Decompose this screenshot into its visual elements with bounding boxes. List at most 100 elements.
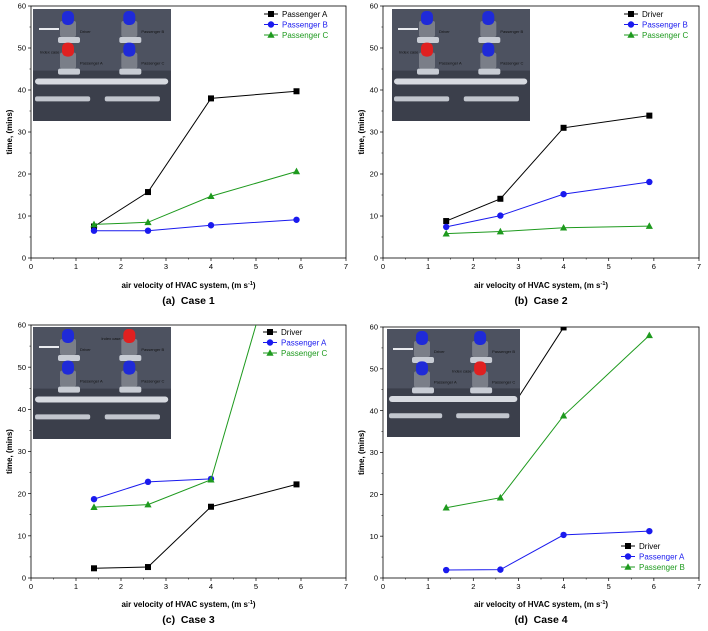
data-point bbox=[496, 493, 504, 501]
x-tick-label: 2 bbox=[119, 582, 123, 591]
x-tick-label: 4 bbox=[561, 262, 565, 271]
series-line bbox=[446, 115, 650, 222]
legend-marker bbox=[624, 553, 632, 560]
series-line bbox=[93, 483, 297, 569]
data-point bbox=[90, 220, 98, 228]
data-point bbox=[443, 223, 450, 231]
seat-pc-icon bbox=[119, 360, 142, 393]
inset-label-pc: Passenger C bbox=[500, 61, 523, 66]
data-point bbox=[293, 88, 300, 95]
x-tick-label: 7 bbox=[697, 582, 701, 591]
data-point bbox=[90, 495, 98, 503]
series-driver bbox=[443, 112, 653, 225]
data-point bbox=[208, 503, 214, 510]
series-passenger-c bbox=[90, 167, 301, 228]
legend-entry: Driver bbox=[642, 10, 664, 19]
legend-entry: Driver bbox=[639, 542, 661, 551]
x-tick-label: 2 bbox=[119, 262, 123, 271]
legend-marker bbox=[627, 31, 635, 38]
legend-marker bbox=[266, 339, 274, 346]
seat-driver-icon bbox=[417, 11, 439, 43]
x-tick-label: 0 bbox=[29, 582, 33, 591]
x-axis-label-close: ) bbox=[253, 600, 256, 609]
inset-index-case-label: Index case bbox=[399, 50, 419, 55]
series-line bbox=[446, 530, 650, 571]
data-point bbox=[559, 411, 568, 419]
y-tick-label: 0 bbox=[22, 574, 26, 583]
data-point bbox=[645, 222, 653, 229]
x-axis-label-close: ) bbox=[253, 281, 256, 290]
data-point bbox=[646, 178, 653, 186]
data-point bbox=[646, 527, 653, 535]
data-point bbox=[443, 218, 450, 225]
x-axis-label-close: ) bbox=[605, 600, 608, 609]
legend-marker bbox=[627, 21, 635, 28]
y-tick-label: 20 bbox=[370, 490, 378, 499]
x-axis-label-text: air velocity of HVAC system, (m s bbox=[121, 600, 248, 609]
data-point bbox=[207, 222, 215, 229]
data-point bbox=[293, 216, 300, 223]
seat-pc-icon bbox=[119, 42, 142, 75]
legend-marker bbox=[624, 563, 632, 570]
chart-panel-1: 0 1 2 3 4 5 6 7 0 10 20 30 40 50 60 air velocity of HVA… bbox=[5, 2, 348, 307]
y-tick-label: 60 bbox=[370, 2, 378, 11]
series-passenger-b bbox=[443, 178, 653, 231]
seat-pa-icon bbox=[58, 360, 80, 393]
y-tick-label: 10 bbox=[18, 531, 26, 540]
x-tick-label: 7 bbox=[697, 262, 701, 271]
x-tick-label: 5 bbox=[607, 262, 611, 271]
x-tick-label: 1 bbox=[74, 582, 78, 591]
legend-marker bbox=[266, 349, 274, 356]
data-point bbox=[497, 566, 504, 573]
x-axis-label-text: air velocity of HVAC system, (m s bbox=[474, 281, 601, 290]
data-point bbox=[144, 478, 152, 486]
legend-marker bbox=[267, 21, 275, 28]
x-tick-label: 6 bbox=[652, 262, 656, 271]
inset-label-pc: Passenger C bbox=[492, 379, 515, 384]
x-tick-label: 1 bbox=[426, 262, 430, 271]
inset-label-pb: Passenger B bbox=[141, 347, 164, 352]
data-point bbox=[144, 227, 152, 234]
x-tick-label: 6 bbox=[299, 262, 303, 271]
seat-pb-icon bbox=[478, 11, 501, 43]
seat-pa-icon bbox=[417, 42, 439, 75]
seat-pc-icon bbox=[470, 361, 493, 394]
series-passenger-a bbox=[90, 475, 215, 503]
data-point bbox=[145, 564, 151, 571]
data-point bbox=[646, 112, 653, 119]
series-line bbox=[446, 335, 650, 509]
data-point bbox=[90, 227, 98, 234]
seat-pa-icon bbox=[58, 42, 80, 75]
data-point bbox=[442, 229, 450, 237]
y-tick-label: 30 bbox=[18, 447, 26, 456]
data-point bbox=[559, 223, 568, 231]
x-axis-label: air velocity of HVAC system, (m s-1) bbox=[121, 281, 255, 290]
series-line bbox=[93, 170, 297, 225]
y-tick-label: 40 bbox=[18, 405, 26, 414]
y-tick-label: 20 bbox=[18, 170, 26, 179]
series-line bbox=[446, 225, 650, 235]
y-tick-label: 40 bbox=[18, 86, 26, 95]
y-tick-label: 60 bbox=[18, 2, 26, 11]
legend-marker bbox=[628, 11, 634, 17]
seat-driver-icon bbox=[58, 329, 80, 361]
legend-entry: Passenger B bbox=[282, 21, 328, 30]
y-tick-label: 0 bbox=[22, 254, 26, 263]
series-passenger-b bbox=[442, 331, 653, 511]
x-axis-label: air velocity of HVAC system, (m s-1) bbox=[474, 600, 608, 609]
data-point bbox=[207, 192, 215, 200]
x-axis-label: air velocity of HVAC system, (m s-1) bbox=[474, 281, 608, 290]
seat-pb-icon bbox=[470, 331, 493, 363]
y-tick-label: 20 bbox=[18, 489, 26, 498]
x-tick-label: 3 bbox=[164, 262, 168, 271]
x-tick-label: 1 bbox=[74, 262, 78, 271]
data-point bbox=[560, 124, 567, 131]
inset-label-pb: Passenger B bbox=[492, 349, 515, 354]
y-tick-label: 50 bbox=[370, 44, 378, 53]
y-tick-label: 50 bbox=[18, 363, 26, 372]
data-point bbox=[497, 212, 504, 219]
x-tick-label: 2 bbox=[471, 582, 475, 591]
